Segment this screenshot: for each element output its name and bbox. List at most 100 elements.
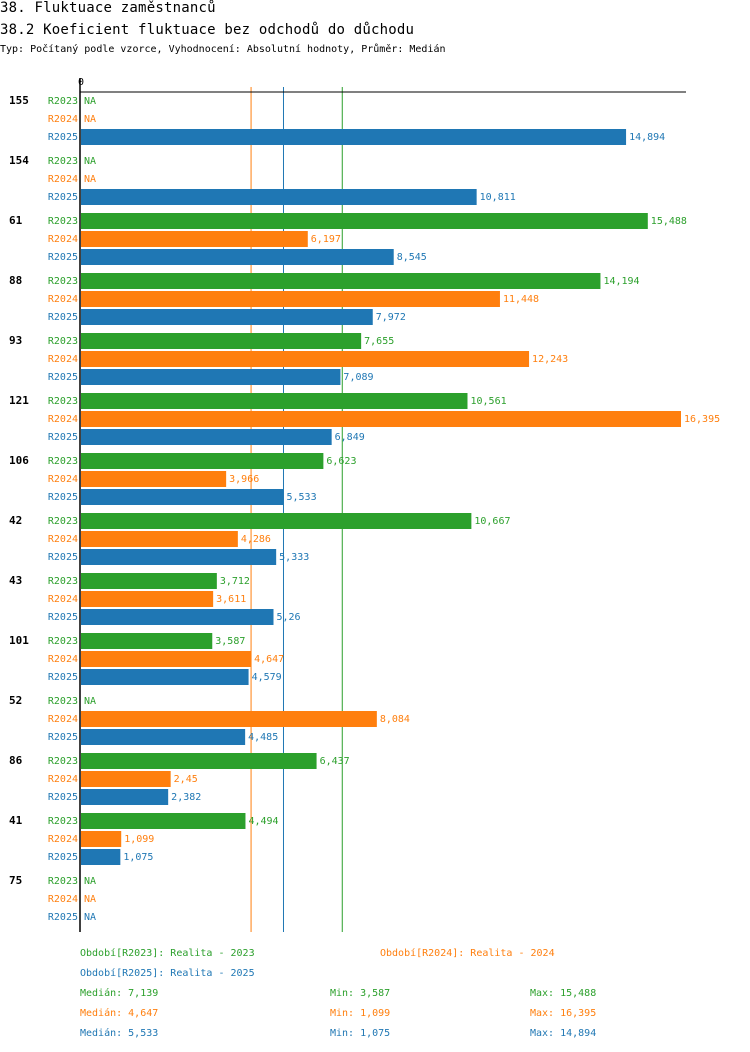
data-label: NA	[84, 174, 96, 185]
bar-86-r2024	[81, 771, 171, 787]
bar-121-r2025	[81, 429, 332, 445]
bar-86-r2023	[81, 753, 317, 769]
chart-section-title: 38. Fluktuace zaměstnanců	[0, 0, 216, 16]
series-label: R2025	[48, 192, 78, 203]
data-label: NA	[84, 696, 96, 707]
series-label: R2025	[48, 252, 78, 263]
data-label: NA	[84, 912, 96, 923]
bar-52-r2024	[81, 711, 377, 727]
series-label: R2025	[48, 552, 78, 563]
category-label-101: 101	[9, 634, 29, 647]
series-label: R2025	[48, 852, 78, 863]
category-label-61: 61	[9, 214, 23, 227]
series-label: R2024	[48, 594, 78, 605]
category-label-88: 88	[9, 274, 22, 287]
category-label-42: 42	[9, 514, 22, 527]
data-label: 6,849	[335, 432, 365, 443]
series-label: R2023	[48, 816, 78, 827]
series-label: R2025	[48, 732, 78, 743]
series-label: R2024	[48, 234, 78, 245]
legend-max-r2025: Max: 14,894	[530, 1028, 597, 1039]
bar-41-r2025	[81, 849, 121, 865]
category-label-121: 121	[9, 394, 29, 407]
legend-median-r2024: Medián: 4,647	[80, 1008, 159, 1019]
category-label-106: 106	[9, 454, 29, 467]
bar-121-r2024	[81, 411, 681, 427]
bar-106-r2025	[81, 489, 284, 505]
data-label: 8,545	[397, 252, 427, 263]
data-label: 1,099	[124, 834, 154, 845]
series-label: R2024	[48, 354, 78, 365]
bar-chart: 0 155 R2023 NA R2024 NA R2025 14,894 154 R2023 NA R…	[9, 77, 720, 932]
data-label: 11,448	[503, 294, 539, 305]
data-label: 12,243	[532, 354, 568, 365]
legend-period-r2023: Období[R2023]: Realita - 2023	[80, 948, 255, 959]
series-label: R2023	[48, 156, 78, 167]
bar-121-r2023	[81, 393, 468, 409]
data-label: NA	[84, 96, 96, 107]
data-label: 4,485	[248, 732, 278, 743]
data-label: 4,579	[252, 672, 282, 683]
data-label: 6,437	[320, 756, 350, 767]
series-label: R2023	[48, 276, 78, 287]
bar-93-r2023	[81, 333, 362, 349]
series-label: R2025	[48, 372, 78, 383]
bar-88-r2025	[81, 309, 373, 325]
data-label: 3,712	[220, 576, 250, 587]
data-label: 3,966	[229, 474, 259, 485]
category-label-75: 75	[9, 874, 22, 887]
legend-median-r2023: Medián: 7,139	[80, 988, 159, 999]
data-label: 15,488	[651, 216, 687, 227]
data-label: 4,647	[254, 654, 284, 665]
series-label: R2024	[48, 414, 78, 425]
series-label: R2023	[48, 216, 78, 227]
category-label-41: 41	[9, 814, 23, 827]
series-label: R2024	[48, 894, 78, 905]
legend-min-r2025: Min: 1,075	[330, 1028, 391, 1039]
series-label: R2023	[48, 456, 78, 467]
bar-155-r2025	[81, 129, 627, 145]
series-label: R2025	[48, 672, 78, 683]
bar-43-r2025	[81, 609, 274, 625]
data-label: 7,089	[343, 372, 373, 383]
bar-61-r2024	[81, 231, 308, 247]
data-label: 16,395	[684, 414, 720, 425]
category-label-155: 155	[9, 94, 29, 107]
data-label: 1,075	[123, 852, 153, 863]
series-label: R2024	[48, 654, 78, 665]
category-label-86: 86	[9, 754, 23, 767]
data-label: 6,197	[311, 234, 341, 245]
data-label: 7,655	[364, 336, 394, 347]
series-label: R2025	[48, 912, 78, 923]
bar-101-r2024	[81, 651, 252, 667]
series-label: R2025	[48, 312, 78, 323]
bar-106-r2023	[81, 453, 324, 469]
series-label: R2024	[48, 294, 78, 305]
bar-106-r2024	[81, 471, 227, 487]
series-label: R2024	[48, 174, 78, 185]
legend-period-r2025: Období[R2025]: Realita - 2025	[80, 968, 255, 979]
series-label: R2025	[48, 432, 78, 443]
series-label: R2023	[48, 636, 78, 647]
data-label: 10,561	[470, 396, 506, 407]
series-label: R2023	[48, 576, 78, 587]
data-label: 3,587	[215, 636, 245, 647]
bar-154-r2025	[81, 189, 477, 205]
series-label: R2024	[48, 774, 78, 785]
series-label: R2024	[48, 534, 78, 545]
series-label: R2025	[48, 132, 78, 143]
legend-max-r2023: Max: 15,488	[530, 988, 597, 999]
chart-meta: Typ: Počítaný podle vzorce, Vyhodnocení:…	[0, 44, 446, 55]
data-label: NA	[84, 894, 96, 905]
bar-61-r2025	[81, 249, 394, 265]
data-label: 3,611	[216, 594, 246, 605]
legend-period-r2024: Období[R2024]: Realita - 2024	[380, 948, 555, 959]
bar-88-r2024	[81, 291, 500, 307]
data-label: 2,45	[174, 774, 198, 785]
bar-41-r2023	[81, 813, 246, 829]
category-label-93: 93	[9, 334, 22, 347]
data-label: NA	[84, 114, 96, 125]
data-label: 2,382	[171, 792, 201, 803]
category-label-43: 43	[9, 574, 22, 587]
data-label: 10,811	[480, 192, 516, 203]
